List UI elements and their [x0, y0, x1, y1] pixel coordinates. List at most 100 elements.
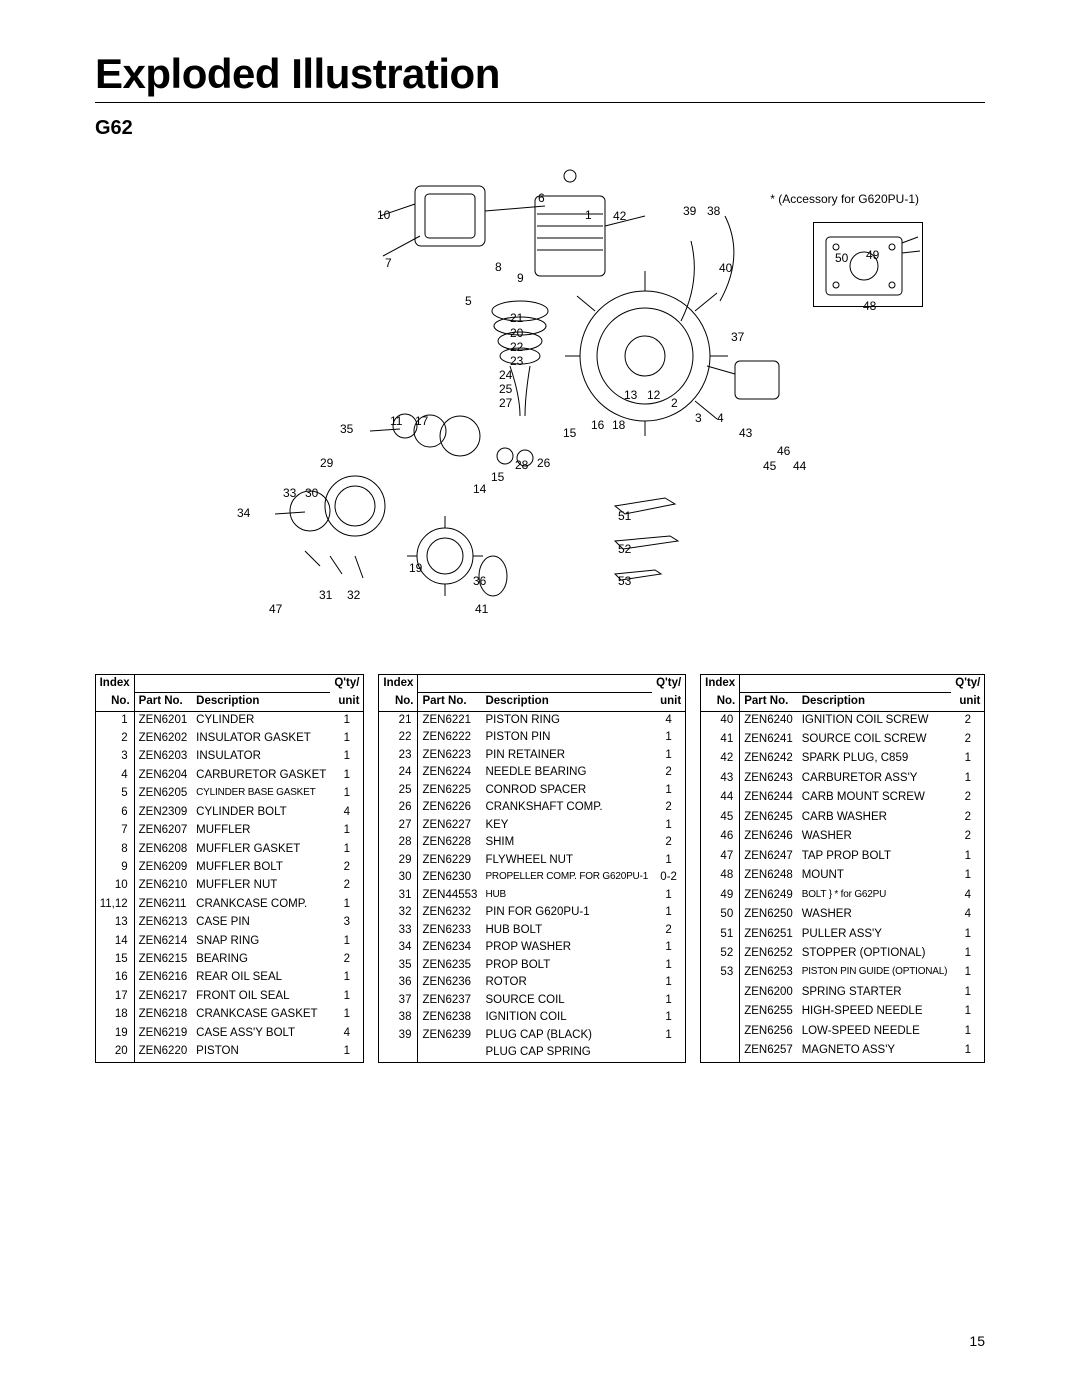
- diagram-callout: 1: [585, 208, 592, 222]
- cell-qty: 4: [951, 887, 985, 906]
- cell-qty: 1: [330, 969, 364, 987]
- parts-table-2: Index Q'ty/ No. Part No. Description uni…: [378, 674, 686, 1063]
- cell-qty: 1: [330, 822, 364, 840]
- cell-qty: 2: [951, 789, 985, 808]
- cell-index: 4: [95, 767, 134, 785]
- cell-desc: CARB WASHER: [798, 809, 952, 828]
- table-row: 24ZEN6224NEEDLE BEARING2: [379, 764, 686, 782]
- cell-index: 3: [95, 748, 134, 766]
- table-row: 39ZEN6239PLUG CAP (BLACK)1: [379, 1027, 686, 1045]
- cell-qty: 2: [330, 951, 364, 969]
- diagram-callout: 10: [377, 208, 390, 222]
- th-unit: unit: [330, 693, 364, 712]
- cell-qty: 1: [951, 984, 985, 1003]
- model-subtitle: G62: [95, 117, 985, 140]
- diagram-callout: 33: [283, 486, 296, 500]
- cell-index: 17: [95, 988, 134, 1006]
- diagram-callout: 49: [866, 248, 879, 262]
- table-row: PLUG CAP SPRING: [379, 1044, 686, 1062]
- cell-index: 10: [95, 877, 134, 895]
- cell-desc: FLYWHEEL NUT: [481, 852, 652, 870]
- diagram-callout: 53: [618, 574, 631, 588]
- diagram-callout: 5: [465, 294, 472, 308]
- cell-part: ZEN6213: [134, 914, 192, 932]
- diagram-callout: 16: [591, 418, 604, 432]
- th-no: No.: [701, 693, 740, 712]
- table-row: 25ZEN6225CONROD SPACER1: [379, 782, 686, 800]
- cell-desc: LOW-SPEED NEEDLE: [798, 1023, 952, 1042]
- diagram-callout: 17: [415, 414, 428, 428]
- table-row: 20ZEN6220PISTON1: [95, 1043, 364, 1062]
- cell-desc: SPARK PLUG, C859: [798, 750, 952, 769]
- cell-qty: 1: [951, 750, 985, 769]
- cell-part: ZEN6240: [740, 711, 798, 731]
- cell-desc: BOLT } * for G62PU: [798, 887, 952, 906]
- cell-index: 33: [379, 922, 418, 940]
- diagram-callout: 22: [510, 340, 523, 354]
- cell-qty: 1: [652, 782, 686, 800]
- diagram-callout: 38: [707, 204, 720, 218]
- cell-desc: FRONT OIL SEAL: [192, 988, 330, 1006]
- cell-desc: CARBURETOR ASS'Y: [798, 770, 952, 789]
- diagram-callout: 18: [612, 418, 625, 432]
- parts-table-3: Index Q'ty/ No. Part No. Description uni…: [700, 674, 985, 1063]
- table-row: 49ZEN6249BOLT } * for G62PU4: [701, 887, 985, 906]
- cell-desc: SOURCE COIL SCREW: [798, 731, 952, 750]
- diagram-callout: 39: [683, 204, 696, 218]
- table-row: 30ZEN6230PROPELLER COMP. FOR G620PU-10-2: [379, 869, 686, 887]
- cell-part: ZEN6223: [418, 747, 481, 765]
- table-row: ZEN6256LOW-SPEED NEEDLE1: [701, 1023, 985, 1042]
- cell-desc: IGNITION COIL: [481, 1009, 652, 1027]
- cell-desc: REAR OIL SEAL: [192, 969, 330, 987]
- cell-index: 8: [95, 841, 134, 859]
- cell-part: ZEN6252: [740, 945, 798, 964]
- cell-part: [418, 1044, 481, 1062]
- diagram-callout: 12: [647, 388, 660, 402]
- cell-desc: CARBURETOR GASKET: [192, 767, 330, 785]
- cell-index: 21: [379, 711, 418, 729]
- cell-index: 52: [701, 945, 740, 964]
- table-row: 22ZEN6222PISTON PIN1: [379, 729, 686, 747]
- cell-qty: 1: [951, 926, 985, 945]
- cell-index: 40: [701, 711, 740, 731]
- cell-index: 46: [701, 828, 740, 847]
- cell-qty: 2: [652, 764, 686, 782]
- cell-part: ZEN6244: [740, 789, 798, 808]
- table-row: 14ZEN6214SNAP RING1: [95, 933, 364, 951]
- cell-index: 22: [379, 729, 418, 747]
- cell-part: ZEN6251: [740, 926, 798, 945]
- cell-part: ZEN2309: [134, 804, 192, 822]
- cell-desc: NEEDLE BEARING: [481, 764, 652, 782]
- cell-part: ZEN6256: [740, 1023, 798, 1042]
- cell-index: 37: [379, 992, 418, 1010]
- cell-part: ZEN6208: [134, 841, 192, 859]
- diagram-callout: 21: [510, 311, 523, 325]
- cell-desc: WASHER: [798, 906, 952, 925]
- table-row: 48ZEN6248MOUNT1: [701, 867, 985, 886]
- cell-index: 13: [95, 914, 134, 932]
- engine-sketch: [215, 156, 975, 626]
- cell-part: ZEN6220: [134, 1043, 192, 1062]
- cell-part: ZEN44553: [418, 887, 481, 905]
- cell-desc: CYLINDER: [192, 711, 330, 730]
- cell-part: ZEN6204: [134, 767, 192, 785]
- diagram-callout: 4: [717, 411, 724, 425]
- table-row: 35ZEN6235PROP BOLT1: [379, 957, 686, 975]
- cell-qty: 1: [652, 939, 686, 957]
- cell-qty: 4: [330, 804, 364, 822]
- cell-desc: PLUG CAP SPRING: [481, 1044, 652, 1062]
- table-row: 3ZEN6203INSULATOR1: [95, 748, 364, 766]
- cell-index: 48: [701, 867, 740, 886]
- cell-part: ZEN6221: [418, 711, 481, 729]
- table-row: 2ZEN6202INSULATOR GASKET1: [95, 730, 364, 748]
- table-row: 1ZEN6201CYLINDER1: [95, 711, 364, 730]
- table-row: 32ZEN6232PIN FOR G620PU-11: [379, 904, 686, 922]
- cell-qty: 4: [951, 906, 985, 925]
- cell-index: 39: [379, 1027, 418, 1045]
- cell-part: ZEN6237: [418, 992, 481, 1010]
- th-unit: unit: [652, 693, 686, 712]
- cell-index: 31: [379, 887, 418, 905]
- cell-desc: PISTON RING: [481, 711, 652, 729]
- table-row: 10ZEN6210MUFFLER NUT2: [95, 877, 364, 895]
- cell-qty: 1: [330, 1043, 364, 1062]
